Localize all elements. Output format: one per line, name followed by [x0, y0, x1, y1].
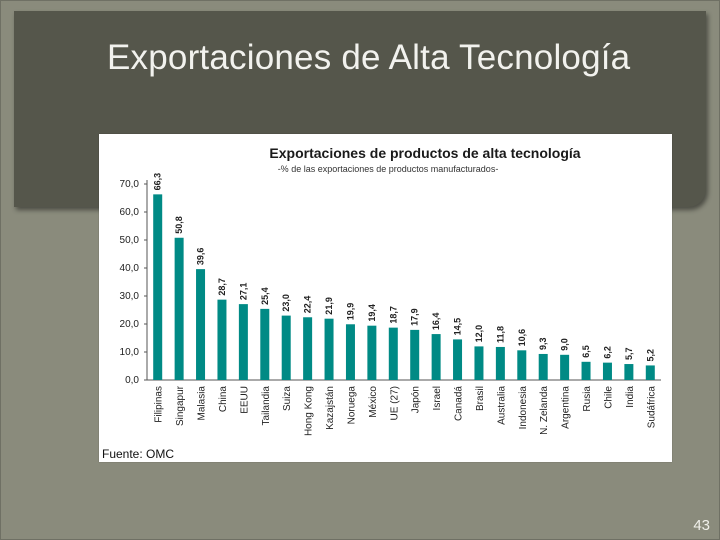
value-label: 5,2 [645, 349, 655, 362]
y-axis: 0,0 10,0 20,0 30,0 40,0 50,0 60,0 70,0 [120, 179, 661, 386]
y-tick-label: 40,0 [120, 263, 140, 274]
y-tick-label: 70,0 [120, 179, 140, 190]
category-label: Malasia [197, 386, 208, 421]
value-label: 28,7 [217, 278, 227, 296]
bar [560, 354, 570, 380]
chart-subtitle: -% de las exportaciones de productos man… [278, 164, 499, 174]
bar [303, 317, 313, 380]
value-label: 66,3 [153, 173, 163, 191]
value-label: 11,8 [495, 326, 505, 343]
bar [260, 308, 270, 380]
category-label: Australia [496, 386, 507, 425]
bar [174, 237, 184, 380]
bar [474, 346, 484, 380]
category-label: China [218, 386, 229, 413]
slide-title: Exportaciones de Alta Tecnología [107, 38, 631, 77]
bar [345, 324, 355, 380]
x-labels-group: Filipinas Singapur Malasia China EEUU Tailand… [154, 385, 658, 436]
category-label: Indonesia [518, 386, 529, 430]
chart-source: Fuente: OMC [102, 447, 174, 461]
y-tick-label: 20,0 [120, 319, 140, 330]
category-label: EEUU [239, 386, 250, 414]
category-label: Suiza [282, 386, 293, 411]
category-label: Sudáfrica [646, 386, 657, 429]
y-tick-label: 50,0 [120, 235, 140, 246]
value-label: 16,4 [431, 313, 441, 331]
bar [517, 350, 527, 380]
bar [645, 365, 655, 380]
bar [238, 304, 248, 380]
bar [324, 318, 334, 380]
bar [431, 334, 441, 380]
value-label: 10,6 [517, 329, 527, 347]
bar [495, 346, 505, 380]
bar-chart: Exportaciones de productos de alta tecno… [102, 145, 661, 461]
value-label: 19,9 [345, 303, 355, 321]
y-tick-label: 60,0 [120, 207, 140, 218]
bar [217, 299, 227, 380]
category-label: UE (27) [389, 386, 400, 420]
value-label: 5,7 [624, 348, 634, 361]
value-label: 9,0 [560, 338, 570, 351]
value-label: 19,4 [367, 304, 377, 322]
category-label: Tailandia [261, 386, 272, 426]
value-label: 39,6 [196, 248, 206, 266]
bar [196, 269, 206, 380]
category-label: Israel [432, 386, 443, 410]
value-label: 22,4 [303, 296, 313, 314]
bar [453, 339, 463, 380]
bar [410, 329, 420, 380]
value-label: 21,9 [324, 297, 334, 315]
category-label: Canadá [454, 386, 465, 421]
y-tick-label: 10,0 [120, 347, 140, 358]
category-label: Singapur [175, 385, 186, 426]
chart-container: Exportaciones de productos de alta tecno… [99, 134, 672, 462]
y-tick-label: 30,0 [120, 291, 140, 302]
value-label: 6,5 [581, 345, 591, 358]
value-label: 27,1 [238, 283, 248, 301]
value-label: 25,4 [260, 287, 270, 305]
category-label: Noruega [346, 386, 357, 425]
bar [602, 362, 612, 380]
category-label: Filipinas [154, 386, 165, 423]
value-label: 23,0 [281, 294, 291, 312]
bar [624, 364, 634, 380]
category-label: Kazajstán [325, 386, 336, 430]
value-labels-group: 66,3 50,8 39,6 28,7 27,1 25,4 23,0 22,4 21,9 19,9… [153, 173, 656, 362]
bar [153, 194, 163, 380]
value-label: 9,3 [538, 337, 548, 350]
bar [367, 325, 377, 380]
value-label: 17,9 [410, 308, 420, 326]
value-label: 18,7 [388, 306, 398, 324]
y-tick-label: 0,0 [125, 375, 139, 386]
category-label: Rusia [582, 386, 593, 412]
value-label: 12,0 [474, 325, 484, 343]
bars-group [153, 194, 655, 380]
bar [538, 353, 548, 380]
bar [388, 327, 398, 380]
category-label: Argentina [561, 386, 572, 429]
category-label: Chile [603, 386, 614, 409]
category-label: México [368, 386, 379, 418]
category-label: Hong Kong [304, 386, 315, 436]
value-label: 50,8 [174, 216, 184, 234]
value-label: 6,2 [602, 346, 612, 359]
page-number: 43 [693, 517, 710, 534]
bar [281, 315, 291, 380]
value-label: 14,5 [453, 318, 463, 336]
chart-title: Exportaciones de productos de alta tecno… [269, 145, 580, 161]
category-label: N. Zelanda [539, 386, 550, 435]
category-label: India [625, 386, 636, 408]
category-label: Japón [411, 386, 422, 413]
bar [581, 361, 591, 380]
category-label: Brasil [475, 386, 486, 411]
